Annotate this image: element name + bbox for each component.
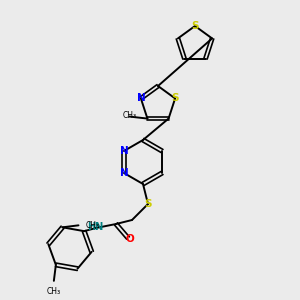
Text: S: S [144,199,152,209]
Text: S: S [171,93,179,103]
Text: CH₃: CH₃ [122,111,136,120]
Text: CH₃: CH₃ [47,287,61,296]
Text: N: N [136,93,145,103]
Text: S: S [191,21,199,31]
Text: HN: HN [87,222,103,232]
Text: N: N [120,168,128,178]
Text: CH₃: CH₃ [85,221,100,230]
Text: N: N [120,146,128,156]
Text: O: O [126,234,134,244]
